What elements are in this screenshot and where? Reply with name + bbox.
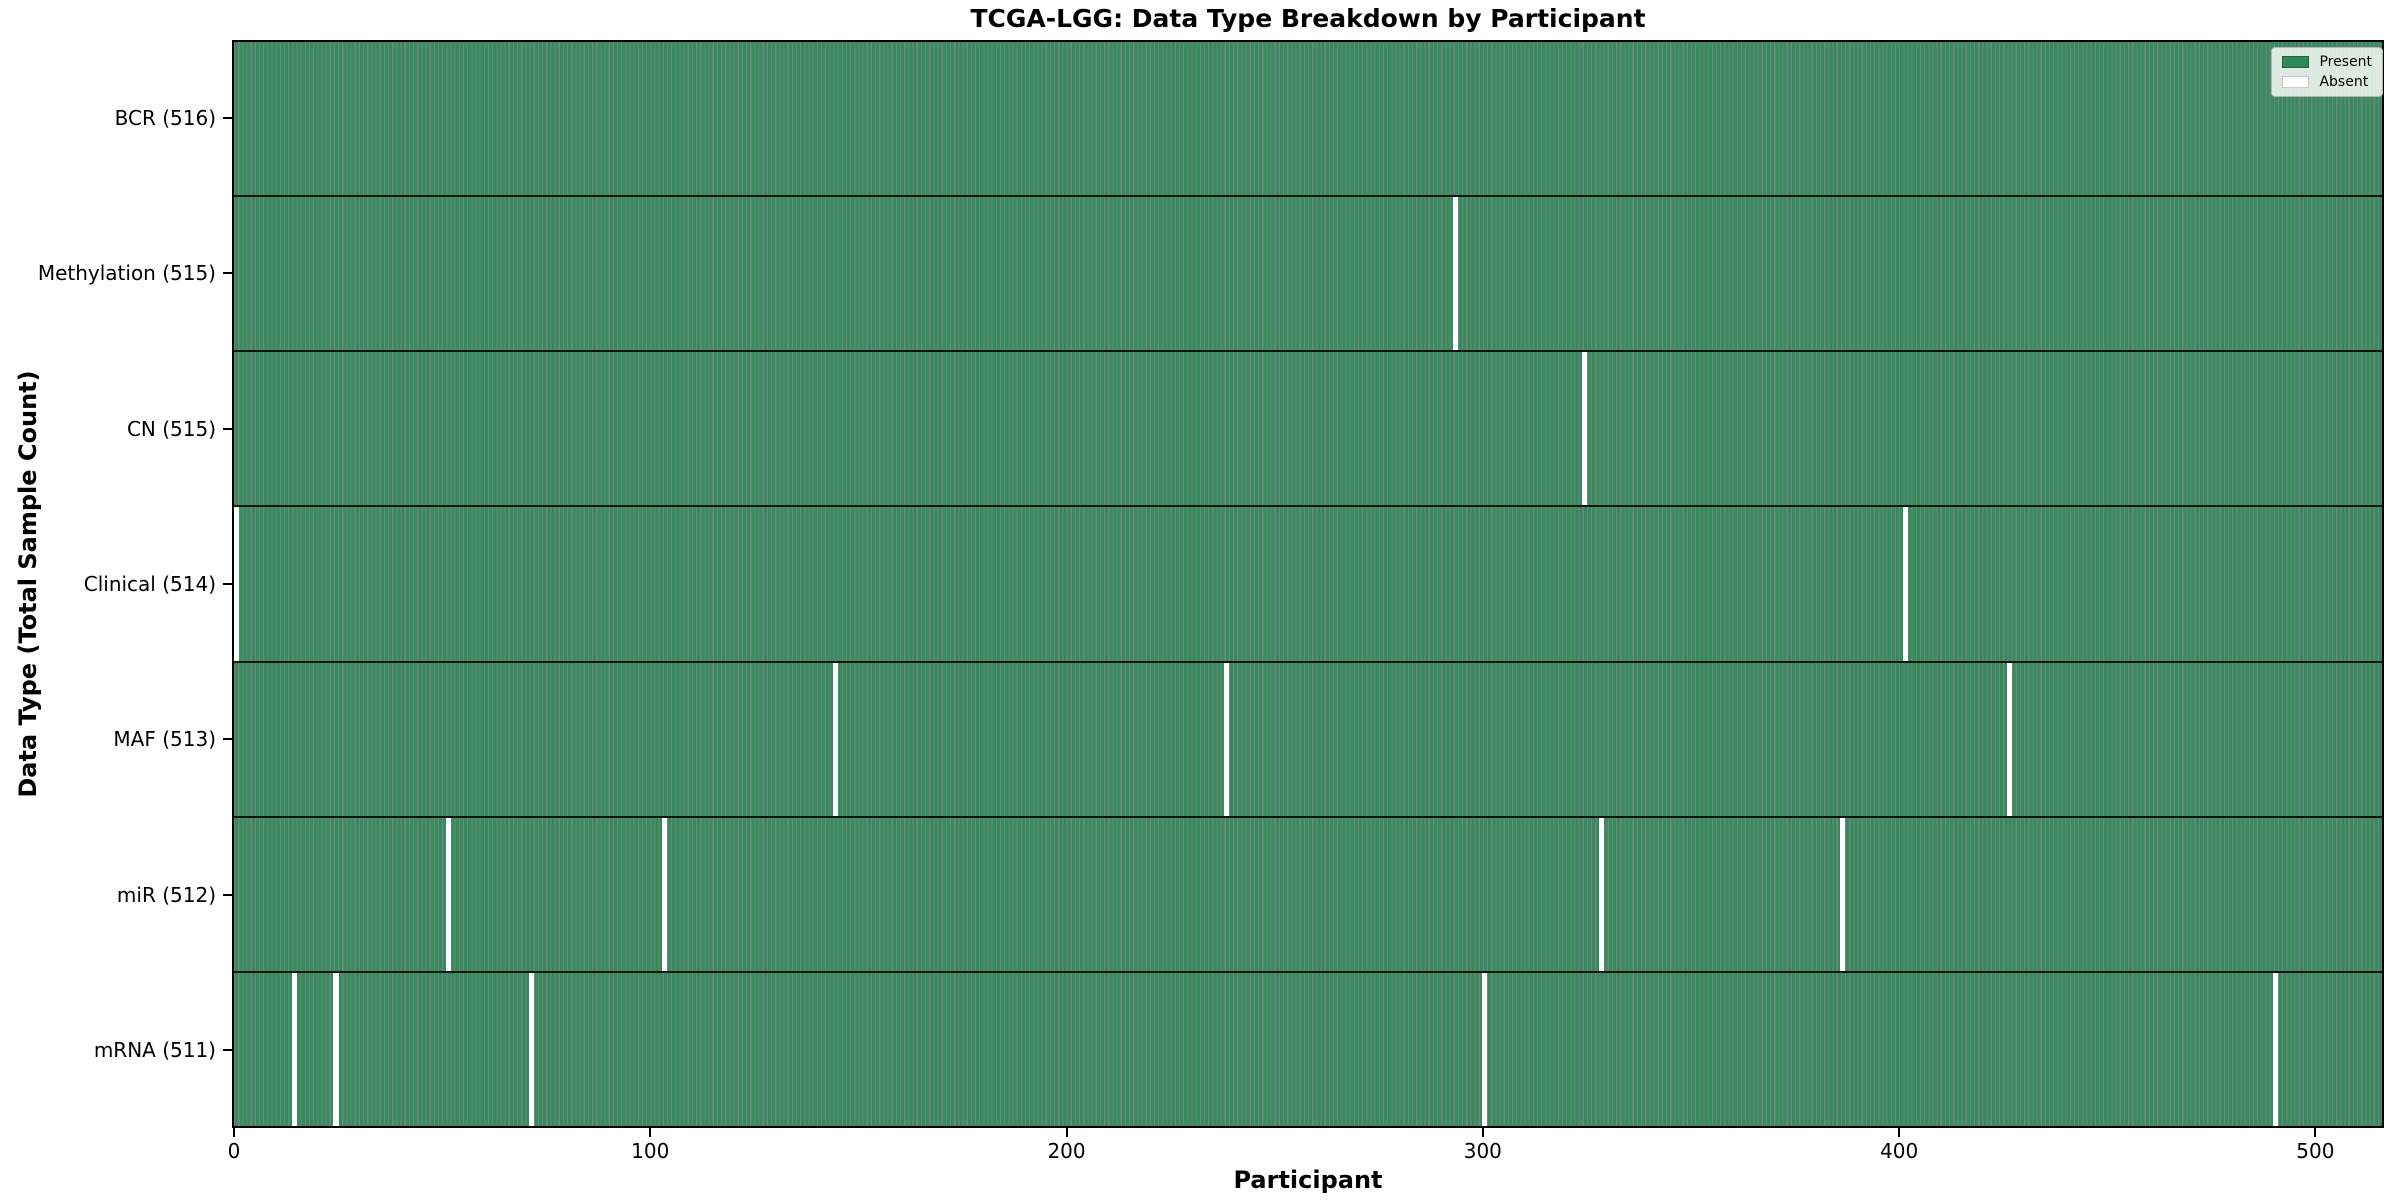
xtick-label-200: 200 xyxy=(1047,1139,1086,1163)
legend-label-absent: Absent xyxy=(2319,74,2369,90)
absent-gap-miR-51 xyxy=(445,817,451,971)
absent-gap-CN-324 xyxy=(1582,352,1588,506)
absent-gap-MAF-238 xyxy=(1224,662,1230,816)
ytick-label-MAF: MAF (513) xyxy=(113,727,216,752)
legend-entry-absent: Absent xyxy=(2282,75,2372,89)
present-swatch-icon xyxy=(2282,56,2310,68)
ytick-mark xyxy=(223,272,232,275)
plot-area xyxy=(232,40,2384,1128)
absent-swatch-icon xyxy=(2282,76,2310,88)
ytick-label-CN: CN (515) xyxy=(126,416,216,441)
xtick-mark xyxy=(1898,1128,1901,1137)
xtick-label-0: 0 xyxy=(227,1139,241,1163)
row-CN xyxy=(234,352,2382,508)
absent-gap-mRNA-14 xyxy=(291,972,297,1126)
absent-gap-miR-328 xyxy=(1598,817,1605,971)
xtick-mark xyxy=(2314,1128,2317,1137)
xtick-label-400: 400 xyxy=(1880,1139,1919,1163)
ytick-label-miR: miR (512) xyxy=(116,882,216,907)
ytick-mark xyxy=(223,893,232,896)
xtick-mark xyxy=(1065,1128,1068,1137)
ytick-label-mRNA: mRNA (511) xyxy=(93,1038,216,1063)
xtick-label-300: 300 xyxy=(1463,1139,1502,1163)
absent-gap-mRNA-490 xyxy=(2273,972,2279,1126)
ytick-mark xyxy=(223,738,232,741)
absent-gap-Clinical-401 xyxy=(1902,507,1908,661)
row-MAF xyxy=(234,662,2382,818)
ytick-label-BCR: BCR (516) xyxy=(114,105,216,130)
xtick-label-100: 100 xyxy=(631,1139,670,1163)
row-miR xyxy=(234,817,2382,973)
chart-title: TCGA-LGG: Data Type Breakdown by Partici… xyxy=(970,4,1646,33)
absent-gap-MAF-144 xyxy=(832,662,839,816)
ytick-mark xyxy=(223,1049,232,1052)
legend-entry-present: Present xyxy=(2282,55,2372,69)
ytick-mark xyxy=(223,427,232,430)
xtick-mark xyxy=(649,1128,652,1137)
x-axis-label: Participant xyxy=(1233,1166,1383,1194)
absent-gap-Methylation-293 xyxy=(1453,197,1459,351)
row-BCR xyxy=(234,42,2382,198)
absent-gap-mRNA-71 xyxy=(529,972,535,1126)
absent-gap-mRNA-300 xyxy=(1482,972,1488,1126)
row-mRNA xyxy=(234,972,2382,1126)
absent-gap-mRNA-24 xyxy=(333,972,339,1126)
xtick-mark xyxy=(233,1128,235,1137)
absent-gap-Clinical-0 xyxy=(234,507,239,661)
row-Clinical xyxy=(234,507,2382,663)
absent-gap-miR-103 xyxy=(662,817,668,971)
ytick-mark xyxy=(223,116,232,119)
row-Methylation xyxy=(234,197,2382,353)
ytick-mark xyxy=(223,583,232,585)
ytick-label-Clinical: Clinical (514) xyxy=(83,572,216,596)
xtick-mark xyxy=(1481,1128,1484,1137)
absent-gap-MAF-426 xyxy=(2006,662,2012,816)
ytick-label-Methylation: Methylation (515) xyxy=(37,261,216,286)
xtick-label-500: 500 xyxy=(2296,1139,2335,1163)
absent-gap-miR-386 xyxy=(1840,817,1846,971)
legend: Present Absent xyxy=(2271,47,2383,97)
legend-label-present: Present xyxy=(2319,54,2372,70)
